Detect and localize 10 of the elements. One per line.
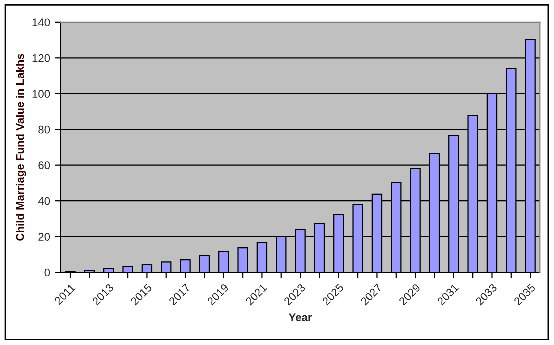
y-tick-label: 20	[38, 233, 50, 241]
y-tick-label: 60	[38, 162, 50, 170]
x-axis-title: Year	[288, 314, 312, 322]
y-tick-label: 120	[32, 54, 50, 62]
y-tick-label: 80	[38, 126, 50, 134]
y-tick-label: 100	[32, 90, 50, 98]
y-tick-label: 0	[44, 268, 50, 277]
y-axis-title: Child Marriage Fund Value in Lakhs	[16, 54, 26, 241]
y-tick-label: 140	[32, 18, 50, 27]
y-tick-label: 40	[38, 197, 50, 206]
